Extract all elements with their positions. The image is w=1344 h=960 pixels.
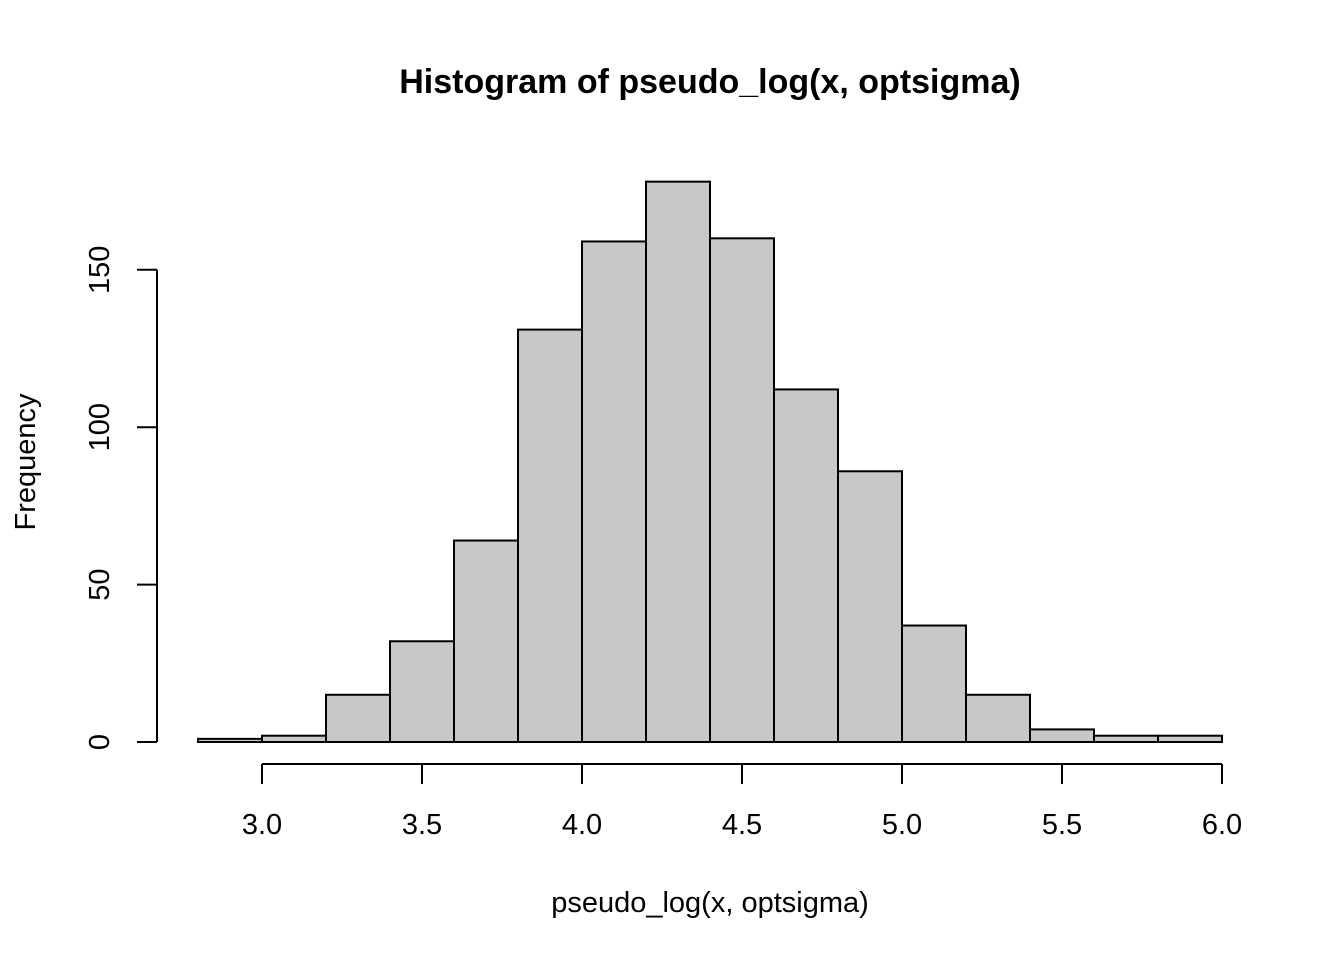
histogram-bar — [389, 640, 455, 743]
histogram-bar — [901, 624, 967, 743]
histogram-bar — [453, 539, 519, 744]
x-tick-label: 3.0 — [242, 809, 282, 841]
y-tick-label: 0 — [84, 734, 116, 750]
histogram-bar — [645, 180, 711, 743]
x-tick-label: 5.5 — [1042, 809, 1082, 841]
histogram-bar — [517, 328, 583, 743]
histogram-bar — [581, 240, 647, 744]
y-tick-label: 150 — [84, 246, 116, 294]
histogram-bar — [965, 693, 1031, 744]
x-tick-label: 5.0 — [882, 809, 922, 841]
x-axis-label: pseudo_log(x, optsigma) — [551, 887, 869, 919]
x-tick-label: 3.5 — [402, 809, 442, 841]
chart-title: Histogram of pseudo_log(x, optsigma) — [399, 63, 1020, 101]
x-tick-label: 4.0 — [562, 809, 602, 841]
histogram-bar — [1029, 728, 1095, 744]
histogram-bar — [197, 737, 263, 743]
x-tick-label: 4.5 — [722, 809, 762, 841]
x-axis: 3.0 3.5 4.0 4.5 5.0 5.5 6.0 — [242, 763, 1242, 841]
x-tick-label: 6.0 — [1202, 809, 1242, 841]
histogram-bar — [837, 470, 903, 743]
y-axis-label: Frequency — [10, 393, 42, 531]
histogram-bar — [773, 388, 839, 743]
histogram-bar — [709, 237, 775, 743]
y-tick-label: 100 — [84, 403, 116, 451]
histogram-bar — [1157, 734, 1223, 743]
histogram-bar — [261, 734, 327, 743]
histogram-bars — [197, 180, 1223, 744]
y-tick-label: 50 — [84, 568, 116, 600]
y-axis: 0 50 100 150 — [84, 246, 158, 750]
histogram-bar — [325, 693, 391, 744]
histogram-bar — [1093, 734, 1159, 743]
